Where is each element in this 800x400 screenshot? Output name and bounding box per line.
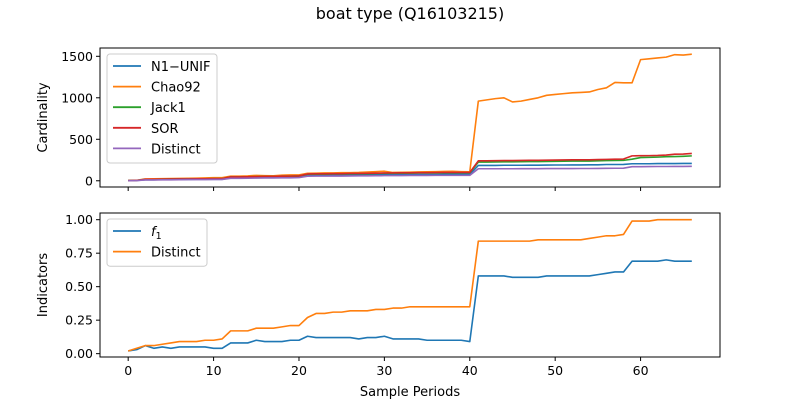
legend-label: SOR [151,122,179,137]
legend-label: Distinct [151,246,201,261]
y-tick-label: 0.00 [65,346,93,361]
x-tick-label: 10 [206,363,222,378]
x-tick-label: 20 [291,363,307,378]
legend-label: Jack1 [150,101,186,116]
indicators-panel: 0.00 0.25 0.50 0.75 1.00 0 10 20 30 40 50 60 Indicat… [36,212,721,378]
y-tick-label: 1000 [61,90,93,105]
series-line [128,165,692,182]
y-tick-label: 1.00 [65,212,93,227]
x-tick-label: 30 [376,363,392,378]
x-tick-label: 60 [633,363,649,378]
legend-label: Chao92 [151,81,201,96]
x-axis-label: Sample Periods [360,385,460,400]
x-tick-label: 40 [462,363,478,378]
cardinality-panel: 0 500 1000 1500 Cardinality N1−UNIF Chao92 Jack… [36,47,721,191]
y-tick-label: 0.25 [65,313,93,328]
y-tick-label: 1500 [61,49,93,64]
legend-label: f1 [151,225,162,242]
x-tick-label: 0 [124,363,132,378]
y-axis-label: Indicators [36,253,51,317]
y-axis-label: Cardinality [36,82,51,153]
legend-box [106,53,218,164]
x-tick-label: 50 [547,363,563,378]
y-tick-label: 0.50 [65,279,93,294]
legend-label: Distinct [151,142,201,157]
series-line [128,152,692,182]
y-tick-label: 0 [85,173,93,188]
series-line [127,218,692,352]
chart-title: boat type (Q16103215) [316,4,504,23]
legend-label: N1−UNIF [151,60,210,75]
y-tick-label: 0.75 [65,246,93,261]
y-tick-label: 500 [69,132,93,147]
series-line [128,259,692,352]
